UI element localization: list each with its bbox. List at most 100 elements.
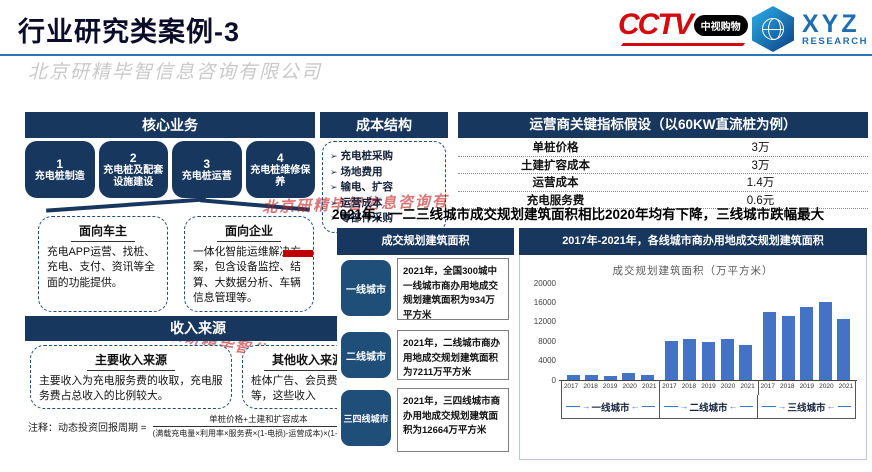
bar-group	[561, 283, 659, 380]
kpi-row-value: 0.6元	[746, 194, 775, 207]
cctv-logo: CCTV 中视购物	[618, 9, 754, 46]
audience-title-text: 面向车主	[70, 222, 135, 242]
core-step-label: 充电桩维修保养	[250, 164, 311, 188]
audience-box-body: 一体化智能运维解决方案，包含设备监控、结算、大数据分析、车辆信息管理等。	[193, 246, 301, 304]
axis-separator	[855, 380, 856, 395]
y-axis-tick-label: 4000	[538, 356, 556, 366]
audience-box-body: 充电APP运营、找桩、充电、支付、资讯等全面的功能提供。	[47, 246, 155, 289]
bar-group	[758, 283, 856, 380]
audience-box-title: 面向企业	[193, 222, 305, 242]
formula-denominator: (满载充电量×利用率×服务费×(1-电损)-运营成本)×(1-折现率)	[152, 429, 365, 438]
x-axis-tick-label: 2021	[838, 383, 854, 390]
audience-boxes: 面向车主 充电APP运营、找桩、充电、支付、资讯等全面的功能提供。 面向企业 一…	[38, 216, 314, 312]
x-axis-tick-label: 2021	[642, 383, 657, 390]
core-business-header: 核心业务	[25, 112, 315, 138]
connector-line	[46, 197, 206, 213]
bar	[640, 375, 654, 380]
cost-item: ➢ 运营成本	[330, 196, 438, 212]
city-pill-tier2: 二线城市	[341, 332, 391, 378]
x-axis-tick-label: 2020	[720, 383, 736, 390]
right-arrow-icon: →	[679, 401, 689, 411]
cost-structure-header: 成本结构	[320, 112, 448, 138]
cost-item: ➢ 场地费用	[330, 165, 438, 181]
axis-separator	[561, 380, 562, 395]
x-axis-tick-label: 2020	[819, 383, 834, 390]
footnote-label: 注释：动态投资回报周期 =	[28, 422, 147, 434]
bar	[664, 341, 678, 380]
x-tick-group: 2017 2018 2019 2020 2021	[659, 383, 757, 390]
xyz-logo-text: XYZ	[802, 9, 860, 38]
globe-hexagon-icon	[752, 6, 794, 52]
arrow-bullet-icon: ➢	[330, 197, 338, 208]
x-axis-tick-label: 2019	[602, 383, 618, 390]
red-marker	[283, 250, 313, 257]
core-step-number: 4	[276, 150, 284, 165]
category-label: 一线城市	[591, 402, 630, 414]
right-arrow-icon: →	[581, 401, 591, 411]
core-business-step-box: 1 充电桩制造	[25, 141, 95, 198]
core-step-number: 1	[56, 156, 64, 171]
x-axis-tick-label: 2017	[760, 383, 775, 390]
revenue-boxes: 主要收入来源 主要收入为充电服务费的收取，充电服务费占总收入的比例较大。 其他收…	[30, 345, 374, 409]
kpi-table-header: 运营商关键指标假设（以60KW直流桩为例）	[458, 112, 868, 138]
header-divider	[0, 54, 872, 56]
category-band-cell: → 一线城市 ←	[561, 395, 659, 418]
kpi-row-value: 3万	[751, 159, 770, 172]
revenue-title-text: 其他收入来源	[263, 351, 352, 371]
band-line	[762, 406, 776, 407]
bar	[603, 376, 617, 380]
xyz-research-logo: XYZ RESEARCH	[752, 6, 868, 52]
kpi-table-row: 充电服务费 0.6元	[458, 192, 868, 209]
category-band-cell: → 二线城市 ←	[659, 395, 757, 418]
footnote-formula: 注释：动态投资回报周期 = 单桩价格+土建和扩容成本 (满载充电量×利用率×服务…	[28, 413, 365, 439]
arrow-bullet-icon: ➢	[330, 151, 338, 161]
chart-title: 成交规划建筑面积（万平方米）	[612, 265, 774, 277]
kpi-row-label: 充电服务费	[526, 194, 585, 207]
cost-item-label: 充电桩采购	[340, 150, 394, 162]
bar	[566, 375, 580, 380]
watermark-gray: 北京研精毕智信息咨询有限公司	[28, 62, 323, 83]
revenue-header: 收入来源	[25, 316, 371, 341]
revenue-box-title: 主要收入来源	[39, 351, 223, 371]
kpi-table-row: 土建扩容成本 3万	[458, 157, 868, 174]
bar	[683, 339, 697, 380]
category-band-cell: → 三线城市 ←	[757, 395, 856, 418]
kpi-row-value: 3万	[751, 142, 770, 155]
kpi-table: 单桩价格 3万土建扩容成本 3万运营成本 1.4万充电服务费 0.6元	[458, 139, 868, 209]
cost-item: ➢ 零部件采购	[330, 211, 438, 227]
category-label: 三线城市	[787, 402, 826, 414]
page-title: 行业研究类案例-3	[18, 17, 241, 47]
chart-panel-header: 2017年-2021年，各线城市商办用地成交规划建筑面积	[519, 228, 867, 255]
city-text-tier2: 2021年，二线城市商办用地成交规划建筑面积为7211万平方米	[397, 330, 509, 380]
core-business-steps: 1 充电桩制造 2 充电桩及配套设施建设 3 充电桩运营 4 充电桩维修保养	[25, 141, 315, 198]
y-axis-tick-label: 20000	[533, 278, 556, 288]
x-axis-tick-label: 2020	[622, 383, 637, 390]
bar	[720, 339, 734, 380]
kpi-table-row: 单桩价格 3万	[458, 139, 868, 157]
category-label: 二线城市	[689, 402, 728, 414]
axis-separator	[659, 380, 660, 395]
arrow-bullet-icon: ➢	[330, 182, 338, 192]
core-step-number: 3	[203, 156, 211, 171]
chart-bars	[561, 283, 856, 380]
core-step-label: 充电桩运营	[181, 170, 232, 182]
kpi-row-label: 运营成本	[532, 177, 579, 190]
cctv-underline	[620, 43, 746, 46]
bar	[837, 319, 851, 380]
kpi-row-value: 1.4万	[746, 177, 775, 190]
kpi-table-row: 运营成本 1.4万	[458, 174, 868, 192]
core-step-label: 充电桩制造	[34, 170, 85, 182]
core-business-step-box: 2 充电桩及配套设施建设	[98, 141, 168, 198]
left-arrow-icon: ←	[728, 401, 738, 411]
y-axis-tick-label: 8000	[538, 336, 556, 346]
arrow-bullet-icon: ➢	[330, 213, 338, 223]
x-axis-tick-label: 2018	[780, 383, 795, 390]
left-arrow-icon: ←	[826, 401, 836, 411]
audience-box-enterprise: 面向企业 一体化智能运维解决方案，包含设备监控、结算、大数据分析、车辆信息管理等…	[184, 216, 314, 312]
kpi-row-label: 土建扩容成本	[521, 159, 590, 172]
formula-numerator: 单桩价格+土建和扩容成本	[152, 413, 365, 427]
cost-item: ➢ 充电桩采购	[330, 149, 438, 165]
city-text-tier34: 2021年，三四线城市商办用地成交规划建筑面积为12664万平方米	[397, 388, 509, 452]
cost-item-label: 输电、扩容	[340, 181, 394, 193]
